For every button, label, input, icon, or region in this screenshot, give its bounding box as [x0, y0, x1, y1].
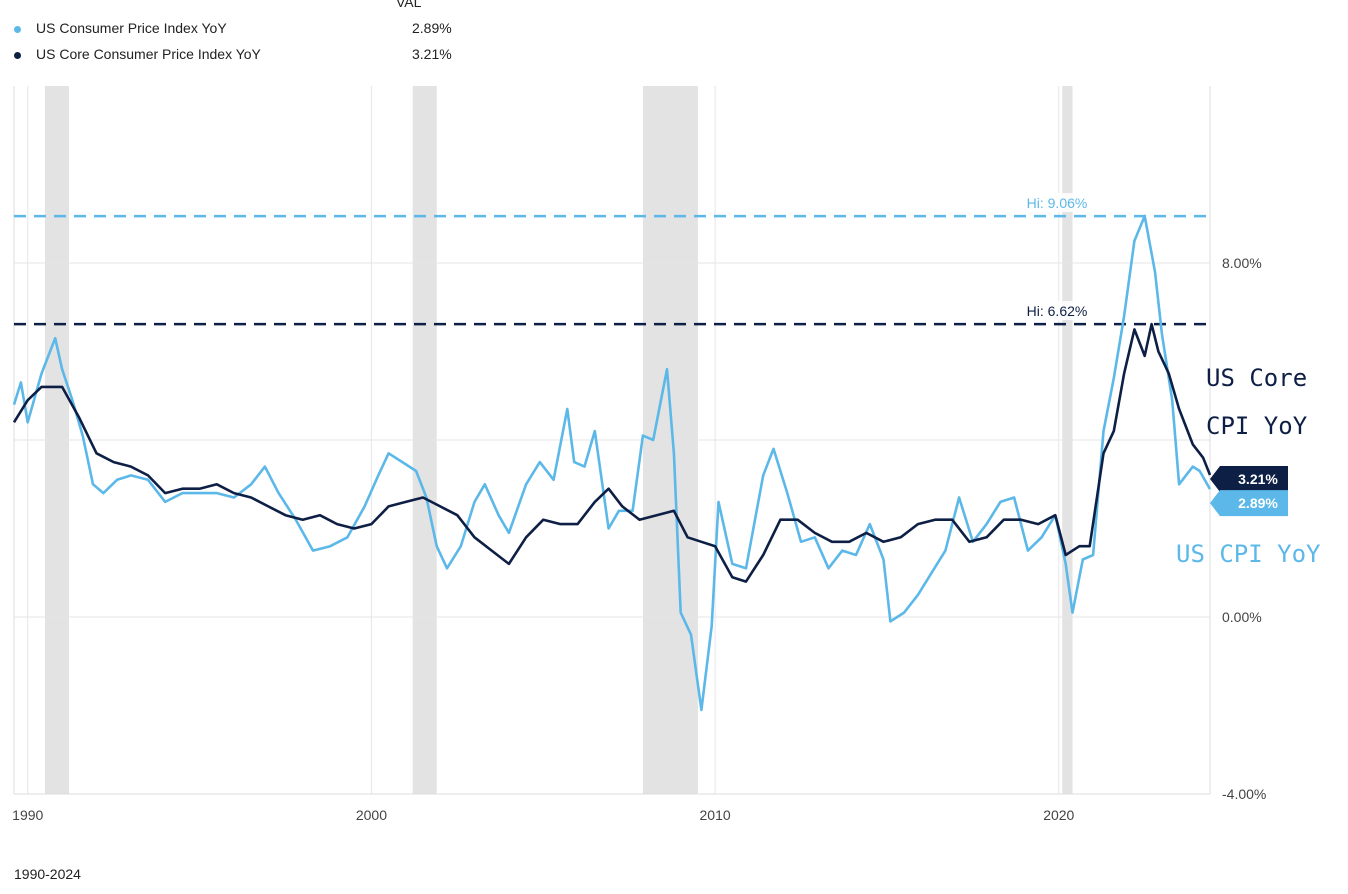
legend-label: US Consumer Price Index YoY: [36, 20, 227, 36]
y-tick-label: -4.00%: [1222, 786, 1266, 802]
high-label-bg: [1016, 193, 1098, 213]
legend-value: 2.89%: [412, 20, 452, 36]
high-label-bg: [1016, 301, 1098, 321]
series-line-core-cpi: [12, 322, 1212, 583]
date-range-label: 1990-2024: [14, 866, 81, 882]
x-tick-label: 1990: [12, 807, 43, 823]
end-value-label: 2.89%: [1238, 495, 1278, 511]
y-tick-label: 0.00%: [1222, 609, 1262, 625]
end-value-badge: [1210, 490, 1288, 517]
legend-dot-icon: [14, 52, 21, 59]
high-label: Hi: 6.62%: [1027, 303, 1088, 319]
annotation-core-line2: CPI YoY: [1206, 412, 1308, 440]
x-tick-label: 2020: [1043, 807, 1074, 823]
x-tick-label: 2010: [700, 807, 731, 823]
legend-dot-icon: [14, 26, 21, 33]
end-value-label: 3.21%: [1238, 471, 1278, 487]
legend-value-header: VAL: [396, 0, 422, 10]
end-value-badge: [1210, 465, 1288, 492]
legend: VAL US Consumer Price Index YoY 2.89% US…: [0, 0, 520, 70]
legend-value: 3.21%: [412, 46, 452, 62]
x-tick-label: 2000: [356, 807, 387, 823]
high-label: Hi: 9.06%: [1027, 195, 1088, 211]
legend-label: US Core Consumer Price Index YoY: [36, 46, 261, 62]
y-tick-label: 8.00%: [1222, 255, 1262, 271]
series-line-cpi: [12, 214, 1212, 712]
annotation-cpi: US CPI YoY: [1176, 540, 1321, 568]
annotation-core-line1: US Core: [1206, 364, 1308, 392]
